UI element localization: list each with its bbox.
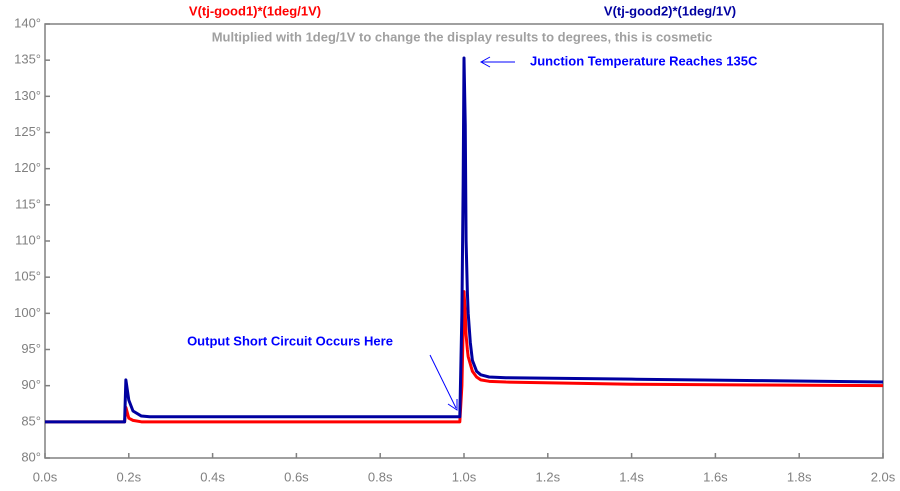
x-tick-label: 0.4s [200,469,225,484]
y-tick-label: 90° [21,377,41,392]
y-tick-label: 100° [14,305,41,320]
y-tick-label: 125° [14,124,41,139]
y-tick-label: 135° [14,52,41,67]
legend-entry: V(tj-good2)*(1deg/1V) [604,3,736,18]
x-tick-label: 0.2s [117,469,142,484]
series-line [45,290,884,424]
x-tick-label: 1.0s [452,469,477,484]
y-tick-label: 115° [15,196,41,211]
x-tick-label: 1.6s [703,469,728,484]
y-tick-label: 95° [21,341,41,356]
annotation-arrows [429,56,515,411]
legend-entry: V(tj-good1)*(1deg/1V) [189,3,321,18]
series-line [45,56,884,424]
y-tick-label: 120° [14,160,41,175]
annotation: Junction Temperature Reaches 135C [530,53,758,68]
x-tick-label: 1.2s [536,469,561,484]
x-tick-label: 0.8s [368,469,393,484]
x-tick-label: 0.6s [284,469,309,484]
chart-title: Multiplied with 1deg/1V to change the di… [212,29,713,44]
y-tick-label: 110° [15,232,41,247]
y-tick-label: 80° [21,449,41,464]
y-tick-label: 130° [14,88,41,103]
x-tick-label: 2.0s [871,469,896,484]
x-tick-label: 1.4s [619,469,644,484]
y-tick-label: 85° [21,413,41,428]
y-tick-label: 105° [14,269,41,284]
x-tick-label: 1.8s [787,469,812,484]
annotation: Output Short Circuit Occurs Here [187,333,393,348]
y-tick-label: 140° [14,15,41,30]
x-tick-label: 0.0s [33,469,58,484]
